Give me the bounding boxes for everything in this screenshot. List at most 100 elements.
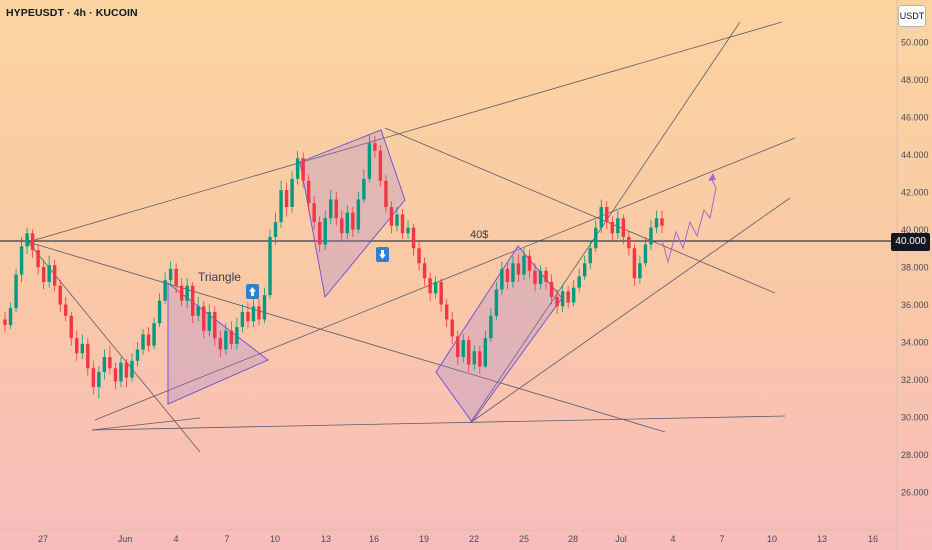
candle [582, 255, 587, 281]
y-tick-label: 46.000 [901, 113, 929, 123]
candle [417, 240, 421, 271]
x-tick-label: 22 [469, 534, 479, 544]
candle-body [284, 190, 289, 207]
x-tick-label: Jul [615, 534, 627, 544]
candle [483, 330, 488, 369]
candle [384, 175, 388, 213]
candle-body [439, 282, 443, 305]
last-price-tag: 40.000 [891, 233, 930, 251]
y-tick-label: 26.000 [901, 488, 929, 498]
currency-button[interactable]: USDT [898, 5, 926, 27]
candle [627, 231, 631, 256]
candle-body [130, 360, 134, 378]
candle-body [351, 212, 355, 230]
channel-mid-line [94, 137, 796, 421]
candle [378, 145, 383, 187]
candle-body [179, 285, 184, 301]
candle [163, 272, 167, 305]
y-tick-label: 42.000 [901, 188, 929, 198]
candle-body [511, 263, 515, 282]
candle [185, 278, 189, 309]
candle-body [86, 343, 90, 369]
y-tick-label: 48.000 [901, 75, 929, 85]
candle-body [621, 218, 626, 237]
bottom-support-line-2 [91, 417, 201, 431]
candle-body [643, 244, 648, 264]
candle [69, 312, 73, 346]
candle [577, 268, 581, 292]
candle [549, 274, 554, 305]
candle-body [52, 265, 57, 286]
candle [30, 229, 35, 258]
triangle-pattern [167, 282, 269, 405]
candle [323, 210, 327, 251]
candle-body [538, 270, 543, 284]
triangle-label: Triangle [198, 270, 241, 284]
candle-body [69, 315, 73, 339]
candle [235, 317, 239, 350]
candle [334, 192, 338, 226]
candle-body [632, 248, 637, 279]
candle-body [527, 255, 532, 271]
x-tick-label: 28 [568, 534, 578, 544]
candle [124, 358, 129, 387]
candle-body [163, 280, 167, 301]
candle [273, 212, 278, 245]
x-tick-label: 27 [38, 534, 48, 544]
candle [456, 330, 460, 365]
x-tick-label: 13 [321, 534, 331, 544]
candle-body [202, 306, 206, 331]
y-tick-label: 50.000 [901, 38, 929, 48]
candle [251, 297, 256, 327]
candle-body [47, 265, 51, 282]
y-tick-label: 38.000 [901, 263, 929, 273]
candle [511, 255, 515, 288]
candle-body [373, 143, 377, 151]
y-tick-label: 28.000 [901, 450, 929, 460]
candle [544, 267, 548, 290]
candle [97, 366, 101, 399]
candle-body [594, 227, 598, 249]
candle [605, 201, 609, 230]
candle-body [273, 222, 278, 237]
candle [505, 263, 510, 290]
candle-body [152, 323, 156, 346]
candle [494, 282, 499, 320]
y-tick-label: 32.000 [901, 375, 929, 385]
candle [340, 210, 344, 241]
candle-body [135, 349, 140, 361]
projection-arrowhead [708, 173, 716, 181]
candle [406, 220, 410, 239]
y-tick-label: 44.000 [901, 150, 929, 160]
candle [202, 300, 206, 339]
candle-body [461, 340, 465, 357]
candle [643, 237, 648, 267]
candle-body [516, 263, 521, 275]
candle [373, 135, 377, 159]
candle-body [196, 306, 200, 316]
candle [295, 150, 300, 185]
candle [213, 306, 217, 346]
candle-body [571, 287, 576, 303]
candle [75, 330, 79, 361]
candle-body [560, 291, 565, 307]
candle [317, 216, 322, 252]
candle-body [251, 306, 256, 322]
candle-body [41, 267, 46, 282]
candle-body [146, 334, 151, 346]
candle [571, 280, 576, 307]
x-tick-label: 19 [419, 534, 429, 544]
candle-body [483, 338, 488, 367]
candle-body [207, 312, 211, 331]
symbol-title[interactable]: HYPEUSDT · 4h · KUCOIN [6, 7, 138, 19]
x-tick-label: 7 [224, 534, 229, 544]
candle-body [654, 218, 659, 228]
candle-body [467, 340, 471, 365]
candle-body [599, 207, 603, 228]
x-tick-label: Jun [118, 534, 133, 544]
candle-body [113, 368, 118, 382]
candle [262, 287, 267, 324]
candle [80, 334, 85, 359]
candle [8, 302, 13, 329]
